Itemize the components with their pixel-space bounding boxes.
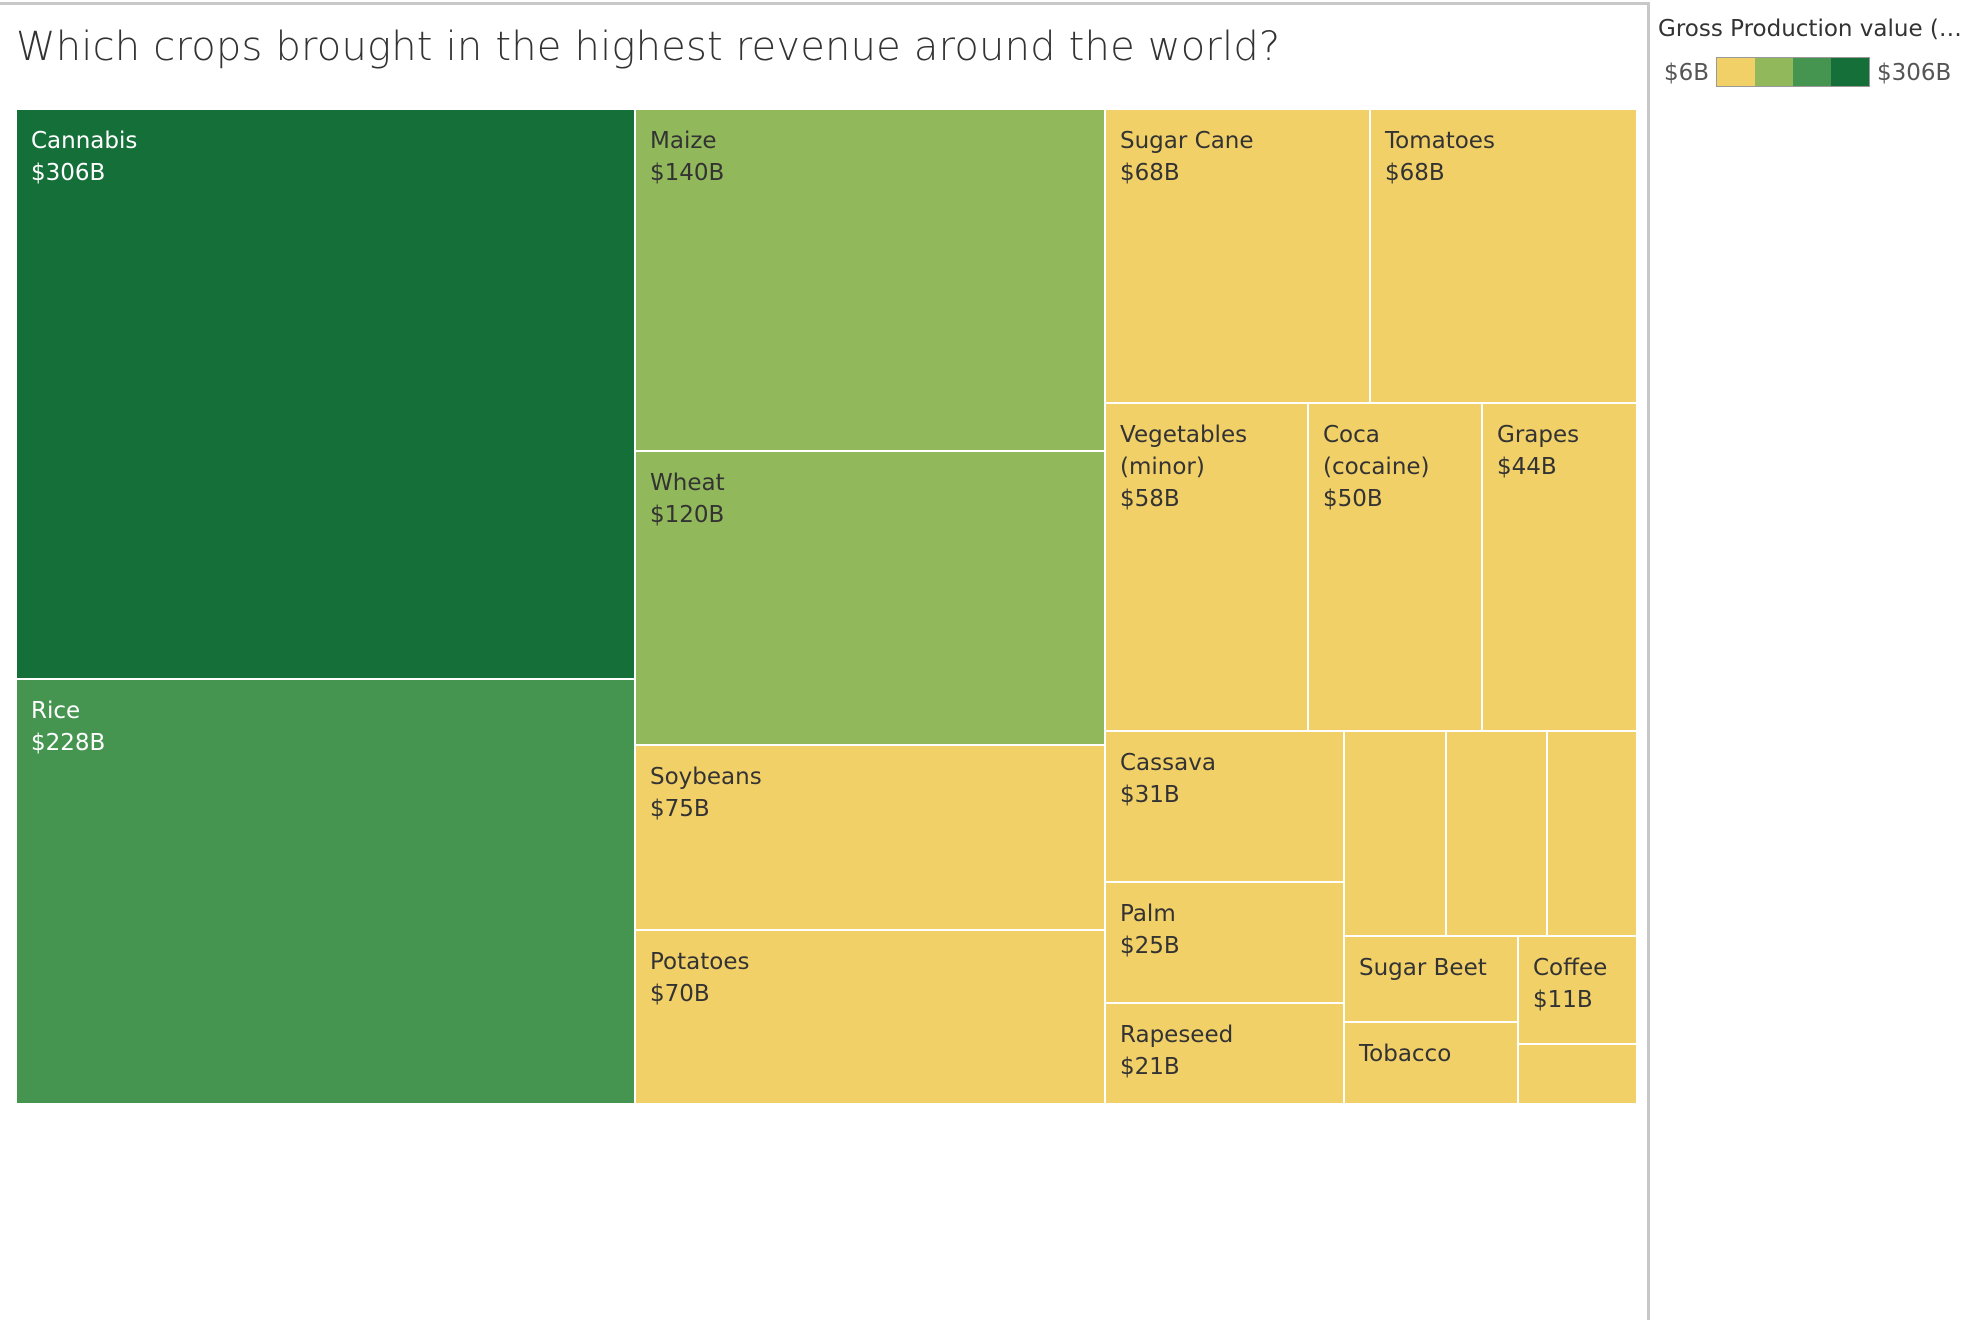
treemap-tile-unlabeled-20[interactable]: [1517, 1043, 1638, 1105]
treemap-rect[interactable]: [1307, 402, 1483, 732]
legend-title: Gross Production value ($..: [1658, 16, 1962, 42]
tile-label: Sugar Cane: [1120, 128, 1254, 154]
tile-value-label: $25B: [1120, 933, 1180, 959]
treemap-rect[interactable]: [1343, 730, 1447, 937]
treemap-rect[interactable]: [634, 450, 1106, 746]
tile-label: (minor): [1120, 454, 1205, 480]
tile-label: Cassava: [1120, 750, 1216, 776]
treemap-rect[interactable]: [1445, 730, 1548, 937]
treemap-tile-unlabeled-15[interactable]: [1445, 730, 1548, 937]
treemap-tile-unlabeled-16[interactable]: [1546, 730, 1638, 937]
treemap-tile-coca-cocaine[interactable]: Coca (cocaine) $50B: [1307, 402, 1483, 732]
treemap-tile-rapeseed[interactable]: Rapeseed $21B: [1104, 1002, 1345, 1105]
dashboard-border: [0, 2, 1650, 1320]
tile-value-label: $11B: [1533, 987, 1593, 1013]
tile-value-label: $50B: [1323, 486, 1383, 512]
treemap-rect[interactable]: [634, 744, 1106, 931]
treemap-tile-coffee[interactable]: Coffee $11B: [1517, 935, 1638, 1045]
treemap-tile-tobacco[interactable]: Tobacco: [1343, 1021, 1519, 1105]
treemap-rect[interactable]: [1481, 402, 1638, 732]
tile-label: Sugar Beet: [1359, 955, 1487, 981]
tile-label: Coffee: [1533, 955, 1607, 981]
legend-min-label: $6B: [1664, 60, 1710, 86]
tile-label: Palm: [1120, 901, 1176, 927]
tile-label: Maize: [650, 128, 717, 154]
treemap-tile-unlabeled-14[interactable]: [1343, 730, 1447, 937]
legend-swatch: [1831, 58, 1869, 86]
treemap-rect[interactable]: [15, 108, 636, 680]
treemap-rect[interactable]: [1369, 108, 1638, 404]
treemap-rect[interactable]: [1546, 730, 1638, 937]
treemap-chart: Cannabis $306B Rice $228B Maize $140B Wheat $12…: [15, 108, 1638, 1105]
treemap-rect[interactable]: [634, 108, 1106, 452]
tile-label: Wheat: [650, 470, 725, 496]
tile-label: Coca: [1323, 422, 1380, 448]
tile-label: Rapeseed: [1120, 1022, 1233, 1048]
tile-value-label: $31B: [1120, 782, 1180, 808]
tile-label: Rice: [31, 698, 80, 724]
tile-label: Cannabis: [31, 128, 137, 154]
legend-color-scale: [1716, 57, 1870, 87]
tile-value-label: $44B: [1497, 454, 1557, 480]
treemap-rect[interactable]: [1104, 1002, 1345, 1105]
treemap-tile-cannabis[interactable]: Cannabis $306B: [15, 108, 636, 680]
treemap-rect[interactable]: [1104, 730, 1345, 883]
legend-swatch: [1793, 58, 1831, 86]
tile-value-label: $306B: [31, 160, 105, 186]
treemap-tile-grapes[interactable]: Grapes $44B: [1481, 402, 1638, 732]
tile-value-label: $21B: [1120, 1054, 1180, 1080]
tile-value-label: $58B: [1120, 486, 1180, 512]
treemap-tile-vegetables-minor[interactable]: Vegetables (minor) $58B: [1104, 402, 1309, 732]
tile-value-label: $70B: [650, 981, 710, 1007]
treemap-rect[interactable]: [1517, 935, 1638, 1045]
treemap-tile-soybeans[interactable]: Soybeans $75B: [634, 744, 1106, 931]
treemap-tile-potatoes[interactable]: Potatoes $70B: [634, 929, 1106, 1105]
tile-label: Soybeans: [650, 764, 762, 790]
treemap-tile-cassava[interactable]: Cassava $31B: [1104, 730, 1345, 883]
legend-swatch: [1755, 58, 1793, 86]
tile-value-label: $120B: [650, 502, 724, 528]
tile-label: Vegetables: [1120, 422, 1247, 448]
legend-max-label: $306B: [1877, 60, 1952, 86]
treemap-tile-palm[interactable]: Palm $25B: [1104, 881, 1345, 1004]
treemap-tile-tomatoes[interactable]: Tomatoes $68B: [1369, 108, 1638, 404]
treemap-rect[interactable]: [1343, 1021, 1519, 1105]
tile-value-label: $228B: [31, 730, 105, 756]
treemap-tile-sugar-beet[interactable]: Sugar Beet: [1343, 935, 1519, 1023]
tile-value-label: $68B: [1120, 160, 1180, 186]
treemap-tile-maize[interactable]: Maize $140B: [634, 108, 1106, 452]
treemap-rect[interactable]: [1104, 402, 1309, 732]
legend-swatch: [1717, 58, 1755, 86]
treemap-rect[interactable]: [15, 678, 636, 1105]
treemap-tile-wheat[interactable]: Wheat $120B: [634, 450, 1106, 746]
treemap-rect[interactable]: [1104, 881, 1345, 1004]
treemap-tile-rice[interactable]: Rice $228B: [15, 678, 636, 1105]
treemap-rect[interactable]: [1517, 1043, 1638, 1105]
tile-value-label: $68B: [1385, 160, 1445, 186]
chart-title: Which crops brought in the highest reven…: [16, 24, 1281, 70]
treemap-tile-sugar-cane[interactable]: Sugar Cane $68B: [1104, 108, 1371, 404]
tile-label: (cocaine): [1323, 454, 1430, 480]
tile-value-label: $75B: [650, 796, 710, 822]
treemap-rect[interactable]: [634, 929, 1106, 1105]
tile-label: Tobacco: [1358, 1041, 1451, 1067]
tile-label: Tomatoes: [1384, 128, 1495, 154]
tile-label: Potatoes: [650, 949, 749, 975]
tile-value-label: $140B: [650, 160, 724, 186]
tile-label: Grapes: [1497, 422, 1579, 448]
